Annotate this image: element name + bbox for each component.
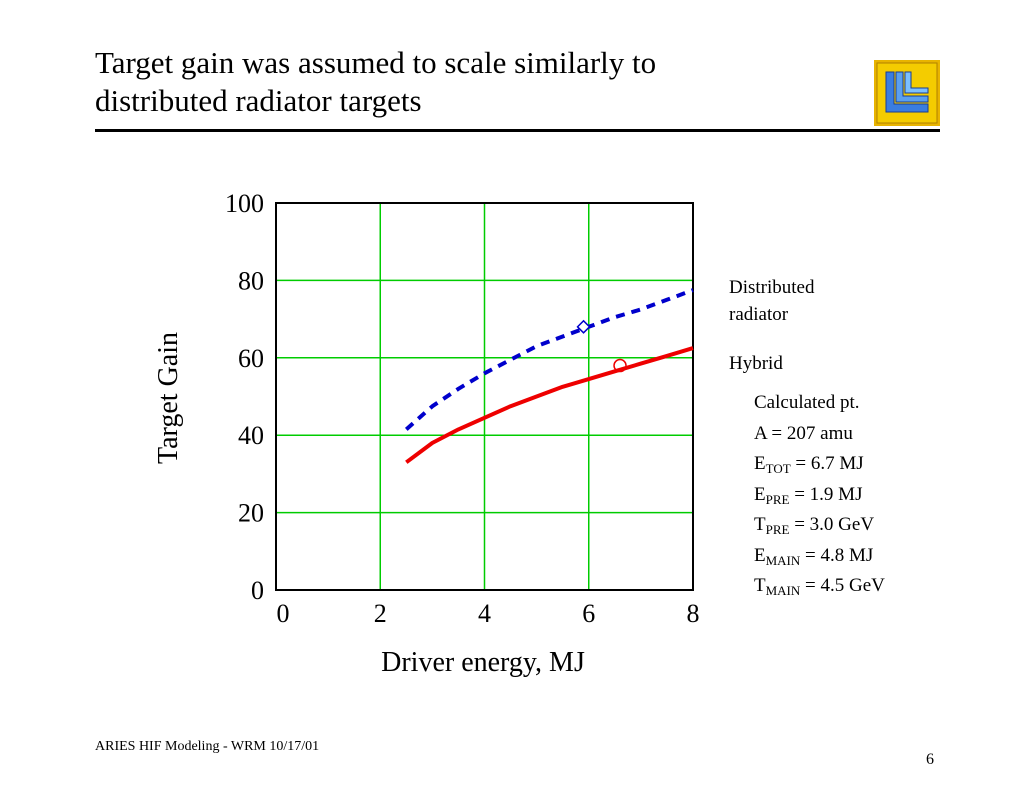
y-tick-label-40: 40 [238, 421, 264, 450]
x-tick-label-6: 6 [582, 599, 595, 628]
y-tick-labels: 0 20 40 60 80 100 [225, 189, 264, 605]
slide-footer: ARIES HIF Modeling - WRM 10/17/01 [95, 739, 320, 754]
param-value: = 1.9 MJ [789, 483, 863, 505]
x-axis-title: Driver energy, MJ [381, 647, 585, 678]
param-value: = 4.5 GeV [800, 575, 885, 596]
param-subscript: PRE [765, 491, 790, 507]
legend-distributed-line1: Distributed [729, 277, 815, 298]
param-subscript: TOT [765, 461, 791, 476]
legend-hybrid: Hybrid [729, 353, 783, 374]
llnl-logo [874, 60, 940, 126]
calculated-point-param-list: ETOT = 6.7 MJ EPRE = 1.9 MJ TPRE = 3.0 GeV… [754, 449, 885, 602]
x-tick-label-8: 8 [687, 599, 700, 628]
x-tick-label-2: 2 [374, 599, 387, 628]
param-row-t-main: TMAIN = 4.5 GeV [754, 571, 885, 602]
y-tick-label-60: 60 [238, 344, 264, 373]
param-symbol: E [754, 483, 766, 505]
param-symbol: E [754, 544, 766, 566]
param-row-t-pre: TPRE = 3.0 GeV [754, 510, 885, 541]
y-axis-title: Target Gain [153, 332, 184, 464]
param-row-e-tot: ETOT = 6.7 MJ [754, 449, 885, 480]
chart-markers [576, 319, 627, 373]
param-row-e-pre: EPRE = 1.9 MJ [754, 480, 885, 511]
x-tick-label-0: 0 [277, 599, 290, 628]
param-symbol: T [754, 575, 766, 596]
legend-distributed-line2: radiator [729, 304, 789, 325]
chart-series [404, 288, 694, 464]
y-tick-label-80: 80 [238, 266, 264, 295]
param-value: = 4.8 MJ [800, 544, 874, 566]
title-divider [95, 129, 940, 132]
calculated-point-mass: A = 207 amu [754, 422, 853, 444]
plot-frame [275, 202, 694, 591]
slide-title: Target gain was assumed to scale similar… [95, 44, 656, 120]
page-number: 6 [926, 751, 934, 768]
calculated-point-params: Calculated pt. A = 207 amu ETOT = 6.7 MJ… [754, 388, 885, 602]
x-tick-label-4: 4 [478, 599, 491, 628]
param-subscript: MAIN [765, 552, 801, 568]
legend-distributed-radiator: Distributed radiator [729, 274, 815, 328]
param-row-e-main: EMAIN = 4.8 MJ [754, 541, 885, 572]
param-value: = 6.7 MJ [790, 453, 864, 474]
param-subscript: PRE [765, 522, 790, 537]
param-value: = 3.0 GeV [789, 514, 875, 535]
y-tick-label-0: 0 [251, 576, 264, 605]
calculated-point-heading: Calculated pt. [754, 392, 860, 413]
x-tick-labels: 0 2 4 6 8 [277, 599, 700, 628]
slide-title-line2: distributed radiator targets [95, 83, 422, 118]
y-tick-label-20: 20 [238, 499, 264, 528]
marker-diamond [576, 319, 591, 334]
series-line-hybrid [405, 346, 694, 464]
chart-grid [275, 202, 694, 591]
slide-title-line1: Target gain was assumed to scale similar… [95, 45, 657, 80]
marker-circle [613, 358, 627, 373]
y-tick-label-100: 100 [225, 189, 264, 218]
param-symbol: E [754, 453, 766, 474]
param-subscript: MAIN [765, 583, 801, 598]
param-symbol: T [754, 514, 766, 535]
